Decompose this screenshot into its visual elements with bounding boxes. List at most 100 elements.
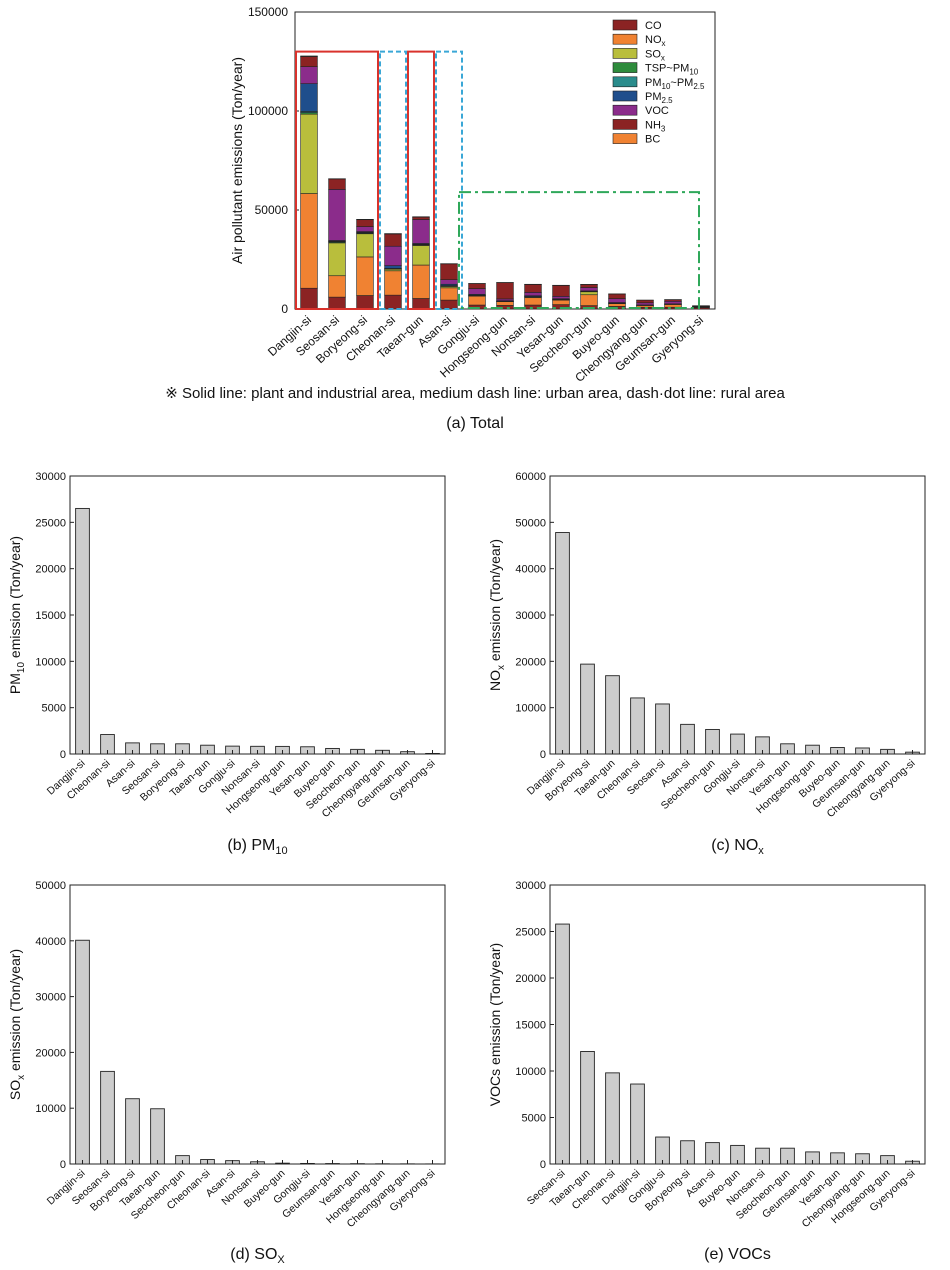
stack-segment	[608, 298, 626, 303]
industrial-area-box	[407, 50, 435, 310]
stack-segment	[496, 282, 514, 300]
bar	[580, 663, 595, 755]
chart-caption: (e) VOCs	[704, 1246, 771, 1263]
stack-segment	[328, 189, 346, 241]
stack-segment	[300, 66, 318, 84]
region-note: ※ Solid line: plant and industrial area,…	[165, 385, 785, 402]
stack-segment	[356, 295, 374, 310]
y-tick-label: 150000	[248, 5, 288, 19]
stack-segment	[328, 296, 346, 310]
y-axis-label: VOCs emission (Ton/year)	[487, 943, 503, 1106]
legend-label: PM10~PM2.5	[645, 77, 705, 91]
stack-segment	[468, 288, 486, 295]
legend-swatch	[612, 119, 638, 130]
stack-segment	[412, 298, 430, 310]
y-tick-label: 50000	[255, 203, 289, 217]
legend-label: PM2.5	[645, 91, 673, 105]
y-tick-label: 20000	[515, 973, 546, 985]
stack-segment	[496, 301, 514, 306]
stack-segment	[636, 302, 654, 306]
stack-segment	[440, 299, 458, 310]
y-tick-label: 30000	[515, 880, 546, 892]
bar	[75, 507, 90, 755]
stack-segment	[384, 265, 402, 269]
y-tick-label: 100000	[248, 104, 288, 118]
legend-label: NH3	[645, 119, 666, 133]
stack-segment	[524, 292, 542, 297]
stack-segment	[468, 283, 486, 289]
nox-emission-chart: 0100002000030000400005000060000Dangjin-s…	[487, 471, 926, 857]
legend-label: NOx	[645, 34, 666, 48]
stack-segment	[328, 275, 346, 298]
chart-caption: (b) PM10	[227, 837, 287, 857]
legend-swatch	[612, 133, 638, 144]
legend-label: SOx	[645, 48, 665, 62]
legend-swatch	[612, 33, 638, 45]
stack-segment	[300, 56, 318, 67]
stack-segment	[384, 245, 402, 266]
stack-segment	[552, 285, 570, 297]
stack-segment	[412, 245, 430, 266]
y-tick-label: 20000	[515, 656, 546, 668]
y-tick-label: 10000	[515, 703, 546, 715]
y-tick-label: 25000	[515, 927, 546, 939]
vocs-emission-chart: 050001000015000200002500030000Seosan-siT…	[487, 880, 926, 1263]
stack-segment	[356, 256, 374, 296]
bar	[75, 939, 90, 1165]
stack-segment	[580, 291, 598, 296]
stack-segment	[664, 300, 682, 305]
total-emissions-chart: 050000100000150000Dangjin-siSeosan-siBor…	[229, 5, 716, 432]
y-tick-label: 5000	[522, 1113, 546, 1125]
stack-segment	[412, 264, 430, 299]
bar	[630, 1083, 645, 1165]
stack-segment	[552, 296, 570, 300]
stack-segment	[384, 294, 402, 310]
y-tick-label: 40000	[515, 564, 546, 576]
y-tick-label: 25000	[35, 517, 66, 529]
bar	[655, 1136, 670, 1165]
stack-segment	[300, 83, 318, 112]
stack-segment	[356, 233, 374, 258]
y-tick-label: 10000	[35, 656, 66, 668]
legend-label: TSP~PM10	[645, 63, 699, 77]
y-tick-label: 15000	[515, 1020, 546, 1032]
stack-segment	[580, 284, 598, 288]
stack-segment	[328, 178, 346, 190]
y-tick-label: 0	[281, 302, 288, 316]
bar	[150, 1108, 165, 1165]
pm10-emission-chart: 050001000015000200002500030000Dangjin-si…	[7, 471, 446, 857]
y-axis-label: NOx emission (Ton/year)	[487, 539, 507, 691]
bar	[605, 1072, 620, 1165]
y-tick-label: 50000	[515, 517, 546, 529]
y-tick-label: 15000	[35, 610, 66, 622]
bar	[555, 923, 570, 1165]
rural-area-box	[458, 191, 700, 309]
stack-segment	[664, 304, 682, 308]
legend-swatch	[612, 62, 638, 73]
legend-swatch	[612, 48, 638, 59]
y-tick-label: 50000	[35, 880, 66, 892]
y-axis-label: PM10 emission (Ton/year)	[7, 536, 27, 694]
bar	[680, 723, 695, 755]
bar	[555, 532, 570, 755]
y-tick-label: 30000	[35, 992, 66, 1004]
bar	[580, 1051, 595, 1165]
y-tick-label: 0	[60, 1159, 66, 1171]
legend-label: CO	[645, 20, 662, 32]
y-axis-label: Air pollutant emissions (Ton/year)	[229, 57, 245, 264]
bar	[630, 697, 645, 755]
stack-segment	[384, 233, 402, 247]
stack-segment	[580, 294, 598, 306]
y-tick-label: 5000	[42, 703, 66, 715]
stack-segment	[440, 287, 458, 301]
y-tick-label: 20000	[35, 1047, 66, 1059]
sox-emission-chart: 01000020000300004000050000Dangjin-siSeos…	[7, 880, 446, 1266]
y-tick-label: 20000	[35, 564, 66, 576]
stack-segment	[356, 219, 374, 227]
bar	[125, 1098, 140, 1165]
stack-segment	[384, 270, 402, 296]
legend-label: VOC	[645, 105, 669, 117]
legend-swatch	[612, 104, 638, 116]
stack-segment	[328, 242, 346, 277]
stack-segment	[300, 193, 318, 289]
